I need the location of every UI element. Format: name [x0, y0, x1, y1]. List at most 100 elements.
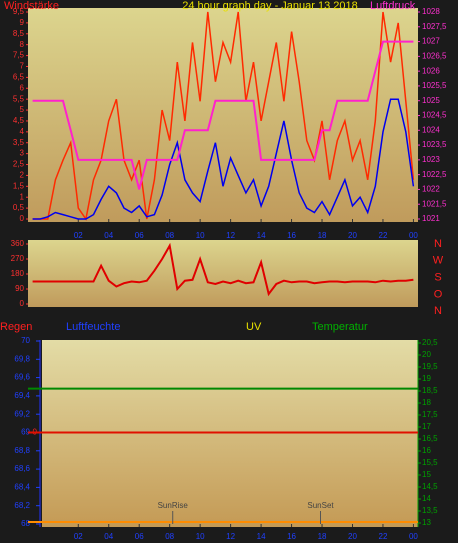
x-tick-label: 12 — [226, 532, 235, 541]
y-tick-label: 9,5 — [13, 7, 25, 16]
x-tick-label: 16 — [287, 231, 296, 240]
x-tick-label: 04 — [104, 231, 113, 240]
y-tick-label: 180 — [11, 269, 25, 278]
y-tick-label: 15 — [422, 470, 431, 479]
y-tick-label: 1023,5 — [422, 140, 447, 149]
y-tick-label: 14,5 — [422, 482, 438, 491]
y-tick-label: 13 — [422, 518, 431, 527]
compass-label: N — [434, 305, 442, 317]
x-tick-label: 08 — [165, 532, 174, 541]
x-tick-label: 02 — [74, 532, 83, 541]
x-tick-label: 02 — [74, 231, 83, 240]
y-tick-label: 17 — [422, 422, 431, 431]
y-tick-label: 17,5 — [422, 410, 438, 419]
y-tick-label: 69,8 — [14, 354, 30, 363]
y-tick-label: 0 — [20, 299, 25, 308]
y-tick-label: 68,8 — [14, 446, 30, 455]
y-tick-label: 68 — [21, 519, 30, 528]
data-line — [32, 242, 414, 297]
y-tick-label: 16,5 — [422, 434, 438, 443]
y-tick-label: 18,5 — [422, 386, 438, 395]
x-tick-label: 00 — [409, 231, 418, 240]
x-tick-label: 12 — [226, 231, 235, 240]
x-tick-label: 20 — [348, 231, 357, 240]
data-line — [32, 98, 415, 220]
y-tick-label: 6 — [20, 83, 25, 92]
y-tick-label: 2 — [20, 171, 25, 180]
y-tick-label: 69,2 — [14, 409, 30, 418]
annotation: SunRise — [158, 501, 189, 510]
x-tick-label: 22 — [379, 532, 388, 541]
compass-label: W — [433, 255, 444, 267]
x-tick-label: 18 — [318, 231, 327, 240]
y-tick-label: 1,5 — [13, 181, 25, 190]
y-tick-label: 8,5 — [13, 29, 25, 38]
x-tick-label: 18 — [318, 532, 327, 541]
y-tick-label: 1022,5 — [422, 170, 447, 179]
y-tick-label: 3,5 — [13, 138, 25, 147]
x-tick-label: 14 — [257, 231, 266, 240]
y-tick-label: 1026 — [422, 66, 440, 75]
y-tick-label: 20 — [422, 350, 431, 359]
compass-label: O — [434, 288, 443, 300]
compass-label: N — [434, 238, 442, 250]
y-tick-label: 5 — [20, 105, 25, 114]
x-tick-label: 08 — [165, 231, 174, 240]
y-tick-label: 4 — [20, 127, 25, 136]
y-tick-label: 70 — [21, 336, 30, 345]
y-tick-label: 19 — [422, 374, 431, 383]
y-tick-label: 3 — [20, 149, 25, 158]
y-tick-label: 5,5 — [13, 94, 25, 103]
annotation: SunSet — [307, 501, 334, 510]
y-tick-label: 1024 — [422, 125, 440, 134]
x-tick-label: 00 — [409, 532, 418, 541]
humidity-label: Luftfeuchte — [66, 321, 120, 333]
y-tick-label: 1026,5 — [422, 51, 447, 60]
compass-label: S — [434, 272, 441, 284]
y-tick-label: 14 — [422, 494, 431, 503]
x-tick-label: 22 — [379, 231, 388, 240]
rain-label: Regen — [0, 321, 32, 333]
y-tick-label: 13,5 — [422, 506, 438, 515]
y-tick-label: 18 — [422, 398, 431, 407]
data-line — [32, 11, 415, 221]
x-tick-label: 10 — [196, 532, 205, 541]
y-tick-label: 90 — [15, 284, 24, 293]
y-tick-label: 16 — [422, 446, 431, 455]
y-tick-label: 8 — [20, 40, 25, 49]
y-tick-label: 1027 — [422, 37, 440, 46]
y-tick-label: 7,5 — [13, 51, 25, 60]
data-line — [32, 40, 414, 190]
y-tick-label: 1023 — [422, 155, 440, 164]
y-tick-label: 7 — [20, 62, 25, 71]
x-tick-label: 16 — [287, 532, 296, 541]
direction-panel — [28, 240, 418, 307]
temperature-label: Temperatur — [312, 321, 368, 333]
y-tick-label: 15,5 — [422, 458, 438, 467]
y-tick-label: 68,6 — [14, 464, 30, 473]
y-tick-label: 2,5 — [13, 160, 25, 169]
y-tick-label: 19,5 — [422, 362, 438, 371]
x-tick-label: 04 — [104, 532, 113, 541]
x-tick-label: 14 — [257, 532, 266, 541]
chart-title: 24 hour graph day - Januar 13 2018 — [182, 0, 358, 12]
y-tick-label: 1028 — [422, 7, 440, 16]
x-tick-label: 10 — [196, 231, 205, 240]
y-tick-label: 1 — [20, 192, 25, 201]
y-tick-label: 20,5 — [422, 338, 438, 347]
y-tick-label: 1027,5 — [422, 22, 447, 31]
y-tick-label: 6,5 — [13, 72, 25, 81]
x-tick-label: 20 — [348, 532, 357, 541]
y-tick-label: 1022 — [422, 185, 440, 194]
y-tick-label: 69,6 — [14, 373, 30, 382]
y-tick-label: 9 — [20, 18, 25, 27]
y-tick-label: 1025 — [422, 96, 440, 105]
y-tick-label: 69,4 — [14, 391, 30, 400]
y-tick-label: 1025,5 — [422, 81, 447, 90]
y-tick-label: 1024,5 — [422, 111, 447, 120]
y-tick-label: 68,2 — [14, 501, 30, 510]
uv-label: UV — [246, 321, 262, 333]
y-tick-label: 270 — [11, 254, 25, 263]
x-tick-label: 06 — [135, 231, 144, 240]
